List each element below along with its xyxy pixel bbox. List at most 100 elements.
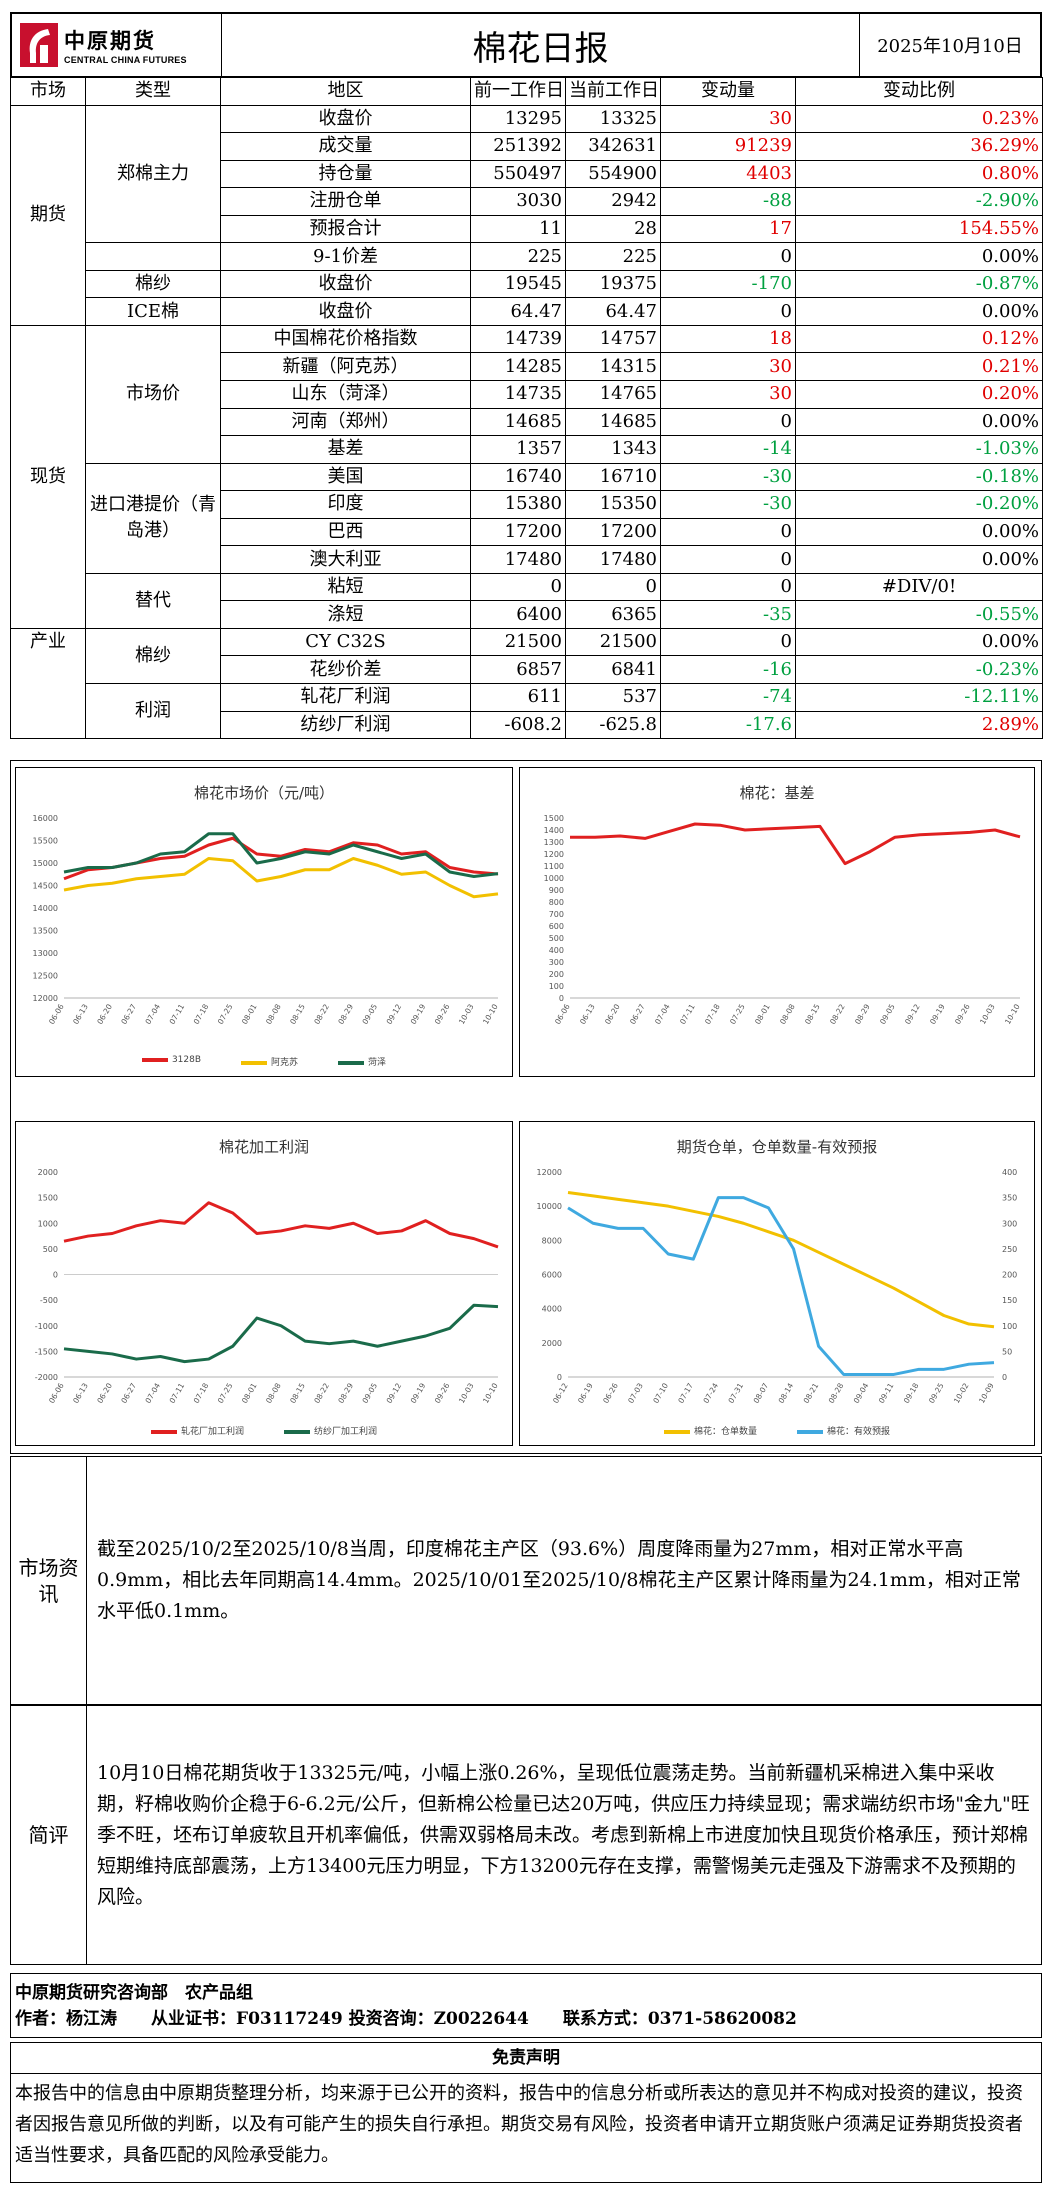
chg-cell: 0 xyxy=(660,407,796,437)
y2-tick-label: 150 xyxy=(1002,1296,1017,1305)
chart-svg: 2000 1500 1000 500 0 -500 -1000 -1500 -200006-06… xyxy=(35,1168,500,1405)
prev-cell: 0 xyxy=(470,572,566,602)
market-cell: 期货 xyxy=(10,104,86,326)
chg-cell: -30 xyxy=(660,490,796,519)
chg-cell: 0 xyxy=(660,297,796,326)
chart-svg: 1200010000800060004000200004003503002502… xyxy=(537,1168,1018,1405)
x-tick-label: 09-26 xyxy=(433,1002,452,1026)
y-tick-label: 700 xyxy=(549,910,564,919)
legend-label: 棉花：有效预报 xyxy=(827,1427,891,1437)
legend-label: 轧花厂加工利润 xyxy=(180,1427,244,1437)
x-tick-label: 06-13 xyxy=(71,1002,90,1026)
item-cell: 澳大利亚 xyxy=(220,545,471,574)
cur-cell: 15350 xyxy=(565,490,661,519)
pct-cell: 0.00% xyxy=(795,517,1043,547)
x-tick-label: 07-04 xyxy=(143,1381,162,1405)
prev-cell: 6857 xyxy=(470,655,566,685)
table-row: 现货 市场价 中国棉花价格指数 14739 14757 18 0.12% xyxy=(10,324,1043,629)
x-tick-label: 07-11 xyxy=(168,1381,187,1405)
x-tick-label: 07-04 xyxy=(143,1002,162,1026)
pct-cell: -0.55% xyxy=(795,600,1043,629)
y-tick-label: 600 xyxy=(549,922,564,931)
cur-cell: 225 xyxy=(565,242,661,271)
x-tick-label: 08-01 xyxy=(240,1381,259,1405)
logo-en: CENTRAL CHINA FUTURES xyxy=(64,55,187,65)
logo: 中原期货 CENTRAL CHINA FUTURES xyxy=(12,14,222,76)
cur-cell: 64.47 xyxy=(565,297,661,326)
x-tick-label: 06-20 xyxy=(603,1002,622,1026)
legend-swatch xyxy=(663,1429,690,1434)
warehouse-receipt-chart: 期货仓单，仓单数量-有效预报 12000 10000 8000 6000 4000 2000… xyxy=(519,1121,1035,1446)
cur-cell: 14765 xyxy=(565,380,661,409)
prev-cell: 14285 xyxy=(470,352,566,382)
chg-cell: 17 xyxy=(660,214,796,244)
y-tick-label: 2000 xyxy=(542,1339,562,1348)
x-tick-label: 06-20 xyxy=(95,1002,114,1026)
x-tick-label: 08-15 xyxy=(288,1381,307,1405)
table-row: 预报合计 11 28 17 154.55% xyxy=(11,214,1043,244)
x-tick-label: 07-17 xyxy=(676,1381,695,1405)
x-tick-label: 07-18 xyxy=(192,1002,211,1026)
item-cell: 山东（菏泽） xyxy=(220,380,471,409)
cur-cell: 554900 xyxy=(565,159,661,189)
prev-cell: 611 xyxy=(470,683,566,712)
x-tick-label: 07-11 xyxy=(168,1002,187,1026)
market-price-chart: 棉花市场价（元/吨） 16000 15500 15000 14500 14000 13500… xyxy=(15,767,513,1077)
x-tick-label: 07-24 xyxy=(701,1381,720,1405)
legend-swatch xyxy=(338,1060,365,1065)
col-market: 市场 xyxy=(10,77,86,106)
x-tick-label: 06-27 xyxy=(628,1002,647,1026)
table-row: 基差 1357 1343 -14 -1.03% xyxy=(11,435,1043,464)
footer-info: 中原期货研究咨询部 农产品组 作者：杨江涛 从业证书：F03117249 投资咨… xyxy=(10,1973,1042,2038)
x-tick-label: 07-18 xyxy=(703,1002,722,1026)
type-cell xyxy=(85,242,221,271)
comment-section: 简评 10月10日棉花期货收于13325元/吨，小幅上涨0.26%，呈现低位震荡… xyxy=(10,1705,1042,1965)
chg-cell: -30 xyxy=(660,462,796,492)
x-tick-label: 10-10 xyxy=(481,1381,500,1405)
y-tick-label: 1000 xyxy=(544,874,564,883)
legend-item: 菏泽 xyxy=(338,1055,386,1068)
x-tick-label: 06-26 xyxy=(601,1381,620,1405)
x-tick-label: 06-27 xyxy=(119,1381,138,1405)
prev-cell: 550497 xyxy=(470,159,566,189)
type-cell: ICE棉 xyxy=(85,297,221,326)
legend-swatch xyxy=(284,1429,310,1434)
y2-tick-label: 200 xyxy=(1002,1271,1017,1280)
prev-cell: 21500 xyxy=(470,627,566,657)
cur-cell: 16710 xyxy=(565,462,661,492)
item-cell: 收盘价 xyxy=(220,297,471,326)
x-tick-label: 07-10 xyxy=(651,1381,670,1405)
item-cell: 收盘价 xyxy=(220,104,471,134)
table-row: 纺纱厂利润 -608.2 -625.8 -17.6 2.89% xyxy=(11,710,1043,740)
legend-label: 3128B xyxy=(171,1055,202,1065)
chg-cell: -14 xyxy=(660,435,796,464)
x-tick-label: 06-27 xyxy=(119,1002,138,1026)
chg-cell: -170 xyxy=(660,269,796,299)
x-tick-label: 09-19 xyxy=(409,1002,428,1026)
x-tick-label: 08-07 xyxy=(752,1381,771,1405)
x-tick-label: 09-12 xyxy=(385,1002,404,1026)
prev-cell: 3030 xyxy=(470,187,566,216)
pct-cell: -0.23% xyxy=(795,655,1043,685)
report-header: 中原期货 CENTRAL CHINA FUTURES 棉花日报 2025年10月… xyxy=(10,12,1042,77)
cur-cell: 17480 xyxy=(565,545,661,574)
x-tick-label: 07-25 xyxy=(728,1002,747,1026)
chart-legend: 3128B 阿克苏 菏泽 xyxy=(16,1055,512,1068)
cur-cell: 14685 xyxy=(565,407,661,437)
x-tick-label: 08-29 xyxy=(336,1002,355,1026)
x-tick-label: 06-06 xyxy=(47,1002,66,1026)
report-date: 2025年10月10日 xyxy=(877,36,1023,57)
legend-swatch xyxy=(141,1057,168,1062)
processing-profit-chart: 棉花加工利润 2000 1500 1000 500 0 -500 -1000 -1500 -200… xyxy=(15,1121,513,1446)
table-row: 巴西 17200 17200 0 0.00% xyxy=(11,517,1043,547)
table-row: 涤短 6400 6365 -35 -0.55% xyxy=(11,600,1043,629)
x-tick-label: 08-21 xyxy=(802,1381,821,1405)
item-cell: 中国棉花价格指数 xyxy=(220,324,471,354)
y-tick-label: 900 xyxy=(549,886,564,895)
table-row: ICE棉 收盘价 64.47 64.47 0 0.00% xyxy=(11,297,1043,326)
y-tick-label: 1000 xyxy=(38,1219,58,1228)
y-tick-label: 500 xyxy=(43,1245,58,1254)
pct-cell: 0.00% xyxy=(795,297,1043,326)
footer-org: 中原期货研究咨询部 农产品组 xyxy=(15,1983,253,2003)
legend-item: 棉花：有效预报 xyxy=(797,1424,890,1437)
